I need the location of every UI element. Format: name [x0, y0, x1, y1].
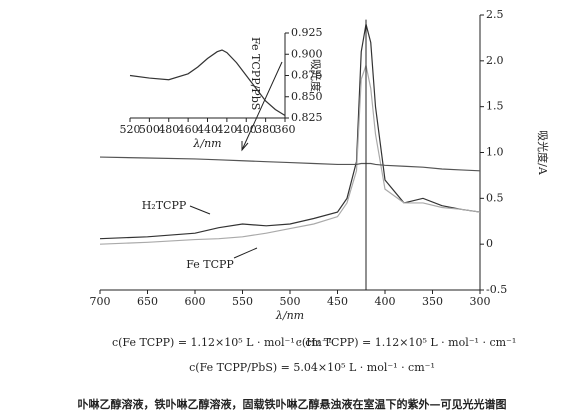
- x-tick-label: 350: [422, 295, 443, 308]
- mirrored-figure: -0.5 0 0.5 1.0 1.5 2.0 2.5 300 350 400 450 500 550 60…: [78, 8, 551, 411]
- x-tick-label: 460: [178, 123, 199, 136]
- y-tick-label: 2.5: [486, 8, 504, 21]
- y-tick-label: 0.5: [486, 191, 504, 204]
- x-tick-label: 600: [185, 295, 206, 308]
- x-axis-label: λ/nm: [192, 137, 221, 150]
- x-tick-label: 360: [275, 123, 296, 136]
- series-line: [99, 156, 481, 172]
- y-tick-label: 0.925: [291, 26, 323, 39]
- y-tick-label: 0.875: [291, 69, 323, 82]
- x-tick-label: 420: [216, 123, 237, 136]
- concentration-note: c(Fe TCPP) = 1.12×10⁵ L · mol⁻¹ · cm⁻¹: [112, 336, 332, 349]
- concentration-note: c(Fe TCPP/PbS) = 5.04×10⁵ L · mol⁻¹ · cm…: [189, 361, 435, 374]
- x-tick-label: 400: [375, 295, 396, 308]
- x-axis-label: λ/nm: [275, 309, 304, 322]
- x-tick-label: 500: [280, 295, 301, 308]
- y-tick-label: 0.900: [291, 47, 323, 60]
- series-line: [99, 63, 481, 245]
- x-tick-label: 450: [327, 295, 348, 308]
- h2tcpp-leader: [189, 205, 211, 215]
- y-tick-label: 0.825: [291, 111, 323, 124]
- inset-arrow: [241, 61, 283, 151]
- fetcpp-leader: [233, 247, 258, 259]
- arrow-head: [241, 141, 249, 152]
- x-tick-label: 500: [139, 123, 160, 136]
- x-tick-label: 520: [120, 123, 141, 136]
- y-tick-label: -0.5: [486, 283, 507, 296]
- series-label: Fe TCPP: [186, 258, 234, 271]
- figure-caption: 卟啉乙醇溶液，铁卟啉乙醇溶液，固载铁卟啉乙醇悬浊液在室温下的紫外—可见光光谱图: [78, 397, 507, 411]
- y-tick-label: 2.0: [486, 54, 504, 67]
- y-axis-label: 吸光度: [309, 59, 323, 92]
- x-tick-label: 400: [236, 123, 257, 136]
- x-tick-label: 440: [197, 123, 218, 136]
- y-axis-label: 吸光度/A: [536, 130, 550, 176]
- concentration-note: c(H₂ TCPP) = 1.12×10⁵ L · mol⁻¹ · cm⁻¹: [296, 336, 517, 349]
- y-tick-label: 0.850: [291, 90, 323, 103]
- x-tick-label: 700: [90, 295, 111, 308]
- x-tick-label: 380: [255, 123, 276, 136]
- series-label: H₂TCPP: [142, 199, 187, 212]
- x-tick-label: 300: [470, 295, 491, 308]
- y-tick-label: 0: [486, 237, 493, 250]
- x-tick-label: 550: [232, 295, 253, 308]
- y-tick-label: 1.5: [486, 100, 504, 113]
- x-tick-label: 480: [158, 123, 179, 136]
- series-line: [129, 49, 286, 116]
- y-tick-label: 1.0: [486, 146, 504, 159]
- inset-legend: Fe TCPP/PbS: [249, 37, 262, 110]
- x-tick-label: 650: [137, 295, 158, 308]
